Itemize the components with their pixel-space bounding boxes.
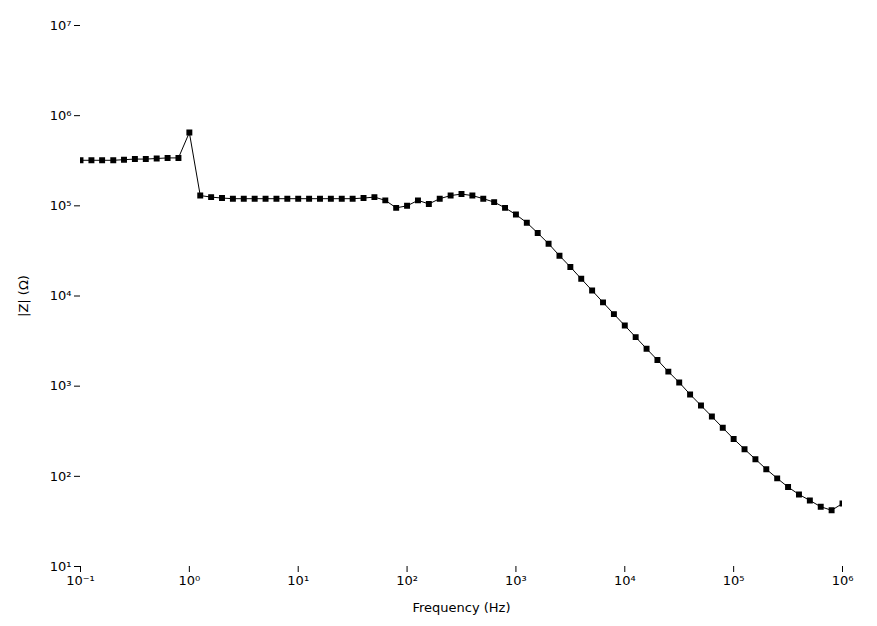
svg-text:Frequency (Hz): Frequency (Hz) [412,600,510,615]
svg-text:10⁵: 10⁵ [723,573,745,588]
svg-text:10²: 10² [50,468,72,483]
svg-text:10⁶: 10⁶ [50,108,72,123]
svg-text:10⁴: 10⁴ [614,573,636,588]
svg-text:10¹: 10¹ [50,559,72,574]
svg-text:|Z| (Ω): |Z| (Ω) [16,275,31,317]
svg-text:10⁵: 10⁵ [50,198,72,213]
svg-text:10⁴: 10⁴ [50,288,72,303]
svg-text:10²: 10² [396,573,418,588]
svg-text:10⁷: 10⁷ [50,18,72,33]
svg-text:10⁶: 10⁶ [832,573,854,588]
svg-text:10⁰: 10⁰ [178,573,200,588]
svg-text:10³: 10³ [50,378,72,393]
svg-text:10⁻¹: 10⁻¹ [66,573,95,588]
svg-text:10¹: 10¹ [287,573,309,588]
svg-text:10³: 10³ [505,573,527,588]
